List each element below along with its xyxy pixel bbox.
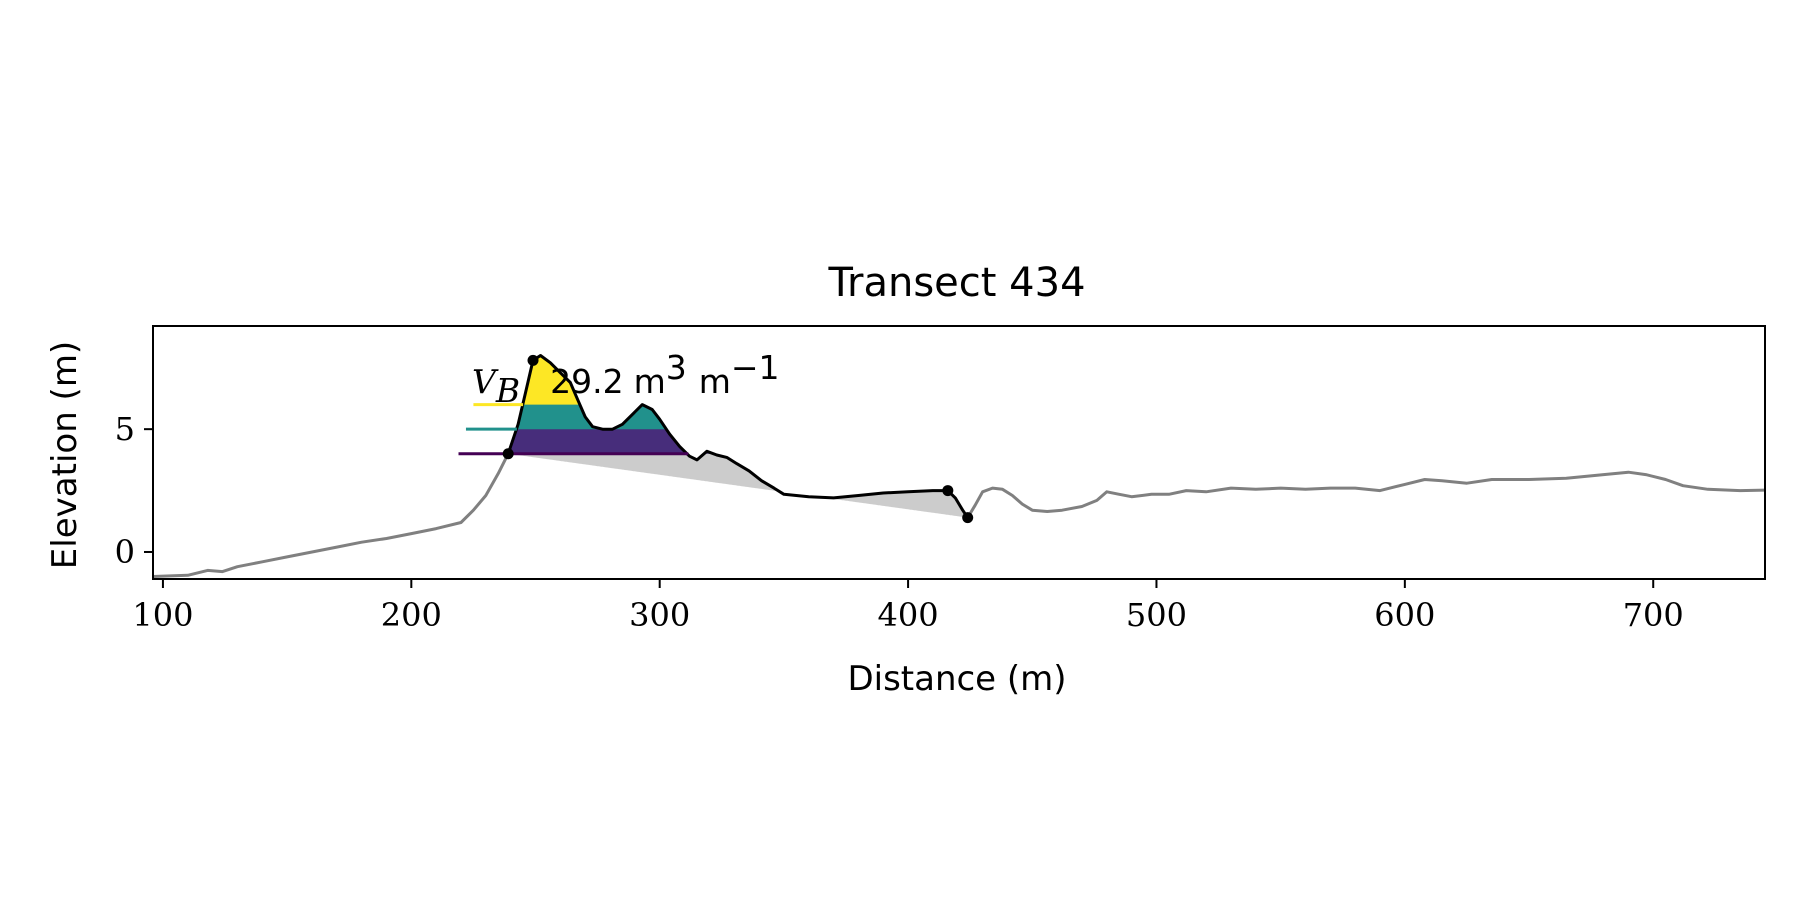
x-tick-label-500: 500 [1126, 596, 1187, 634]
x-tick-label-600: 600 [1374, 596, 1435, 634]
volume-per-unit: m [699, 362, 731, 401]
x-tick-label-100: 100 [132, 596, 193, 634]
chart-title: Transect 434 [827, 260, 1085, 306]
y-tick-label-5: 5 [115, 410, 135, 448]
x-tick-label-200: 200 [381, 596, 442, 634]
dune-marker-3 [962, 512, 974, 524]
elevation-level-lines [458, 403, 689, 456]
volume-symbol: V [472, 362, 499, 401]
dune-marker-0 [502, 448, 514, 460]
plot-frame [152, 325, 1766, 580]
profile-line-right [966, 470, 1766, 519]
dune-marker-1 [527, 354, 539, 366]
fill-layers [508, 355, 968, 518]
volume-value: 29.2 [550, 362, 623, 401]
volume-unit-exponent: 3 [666, 348, 687, 387]
volume-per-exponent: −1 [731, 348, 780, 387]
x-tick-label-400: 400 [878, 596, 939, 634]
x-tick-label-300: 300 [629, 596, 690, 634]
y-axis-ticks: 05 [115, 410, 153, 571]
x-axis-ticks: 100 200 300 400 500 600 700 [132, 579, 1684, 634]
x-tick-label-700: 700 [1623, 596, 1684, 634]
volume-fill-yellow-0 [523, 355, 579, 405]
y-axis-label: Elevation (m) [45, 341, 85, 569]
volume-subscript: B [495, 371, 520, 410]
volume-unit: m [634, 362, 666, 401]
dune-markers [502, 354, 974, 524]
dune-profile-line [506, 354, 969, 519]
x-axis-label: Distance (m) [847, 659, 1066, 699]
profile-lines [152, 354, 1766, 578]
profile-line-left [152, 453, 510, 578]
volume-annotation: VB 29.2 m3 m−1 [472, 348, 780, 410]
dune-marker-2 [942, 485, 954, 497]
y-tick-label-0: 0 [115, 533, 135, 571]
